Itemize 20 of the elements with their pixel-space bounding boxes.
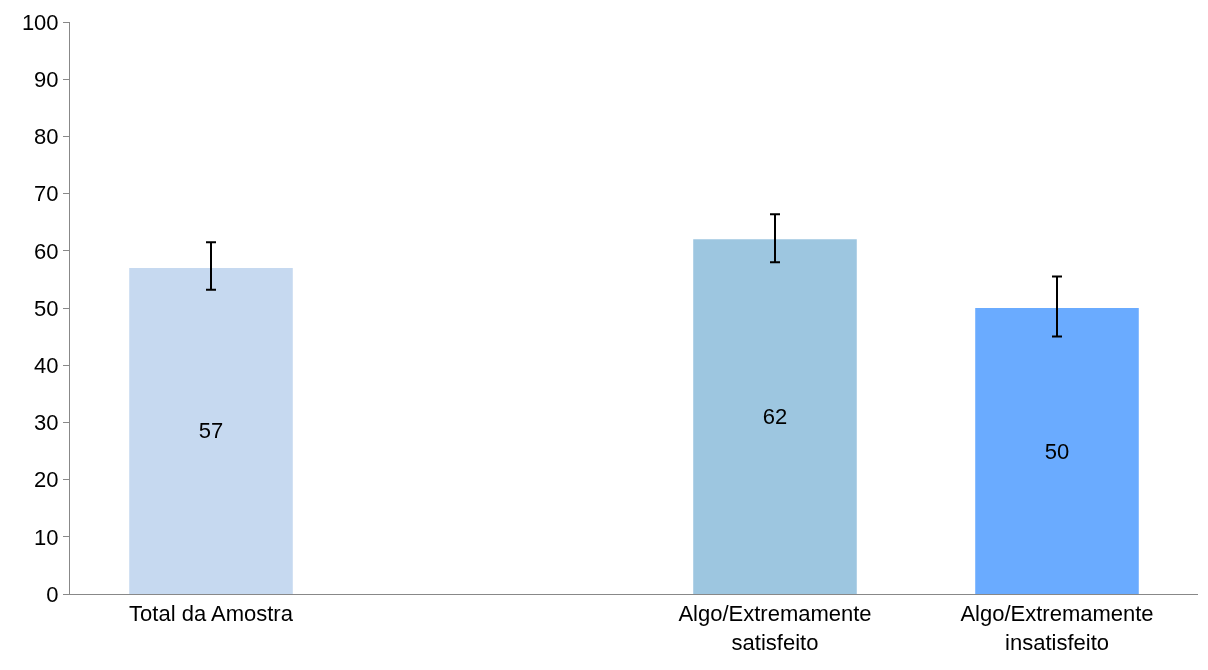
bar: [693, 239, 857, 594]
y-tick-label: 0: [46, 581, 59, 607]
bar: [129, 267, 293, 594]
x-tick-label: Algo/Extremamente insatisfeito: [960, 601, 1154, 655]
data-label: 62: [762, 404, 788, 430]
y-tick-label: 30: [34, 410, 59, 436]
y-tick-label: 50: [34, 295, 59, 321]
x-tick-label: Algo/Extremamente satisfeito: [678, 601, 872, 655]
y-tick-label: 80: [34, 124, 59, 150]
data-label: 50: [1044, 438, 1070, 464]
y-tick-label: 40: [34, 352, 59, 378]
y-tick-label: 60: [34, 238, 59, 264]
data-label: 57: [198, 418, 224, 444]
y-tick-label: 10: [34, 524, 59, 550]
x-tick-label: Total da Amostra: [129, 601, 294, 627]
bar: [975, 308, 1139, 594]
y-tick-label: 20: [34, 467, 59, 493]
y-tick-label: 100: [21, 9, 59, 35]
y-tick-label: 90: [34, 66, 59, 92]
y-tick-label: 70: [34, 181, 59, 207]
